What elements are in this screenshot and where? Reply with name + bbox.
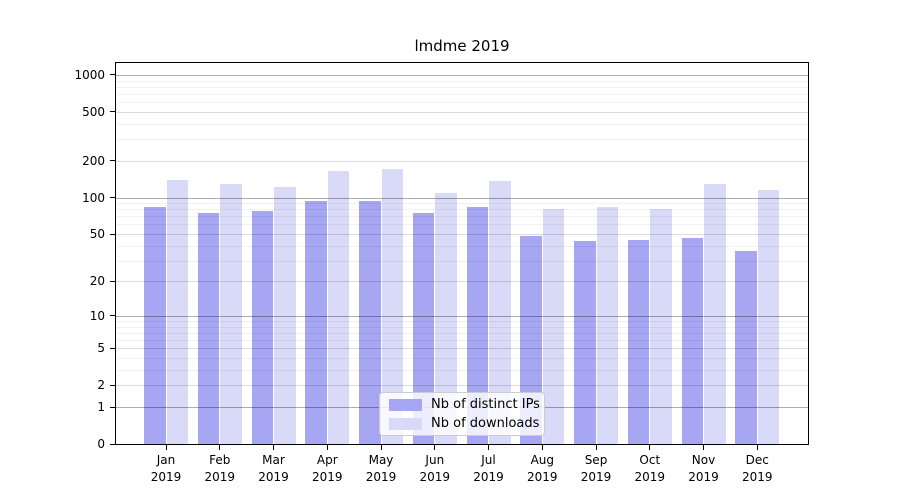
y-tick-10	[110, 315, 115, 317]
x-tick-sep	[595, 445, 597, 450]
bar-ips-jun	[412, 213, 435, 444]
y-tick-500	[110, 111, 115, 113]
x-tick-apr	[326, 445, 328, 450]
bar-ips-dec	[735, 251, 757, 444]
y-tick-label-50: 50	[89, 227, 105, 241]
bar-ips-jul	[466, 206, 488, 444]
x-tick-label-nov: Nov 2019	[688, 453, 719, 484]
y-tick-label-200: 200	[82, 153, 105, 168]
bar-ips-may	[359, 201, 381, 444]
y-tick-0	[110, 443, 115, 445]
x-tick-label-jul: Jul 2019	[473, 453, 504, 484]
x-tick-label-jan: Jan 2019	[150, 453, 182, 484]
y-tick-1000	[110, 74, 115, 76]
legend-row-downloads: Nb of downloads	[389, 416, 539, 431]
y-tick-50	[110, 233, 115, 235]
x-tick-jul	[488, 445, 489, 450]
y-tick-label-1000: 1000	[74, 67, 105, 82]
ips-series-swatch	[389, 398, 422, 411]
x-tick-label-apr: Apr 2019	[312, 453, 343, 484]
downloads-series-swatch	[389, 417, 422, 430]
bar-ips-mar	[251, 210, 273, 444]
y-tick-label-5: 5	[97, 341, 105, 356]
x-tick-label-aug: Aug 2019	[527, 453, 558, 484]
ips-series-label: Nb of distinct IPs	[431, 397, 540, 412]
bar-downloads-jul	[489, 181, 511, 444]
x-tick-mar	[273, 445, 274, 450]
bar-ips-nov	[681, 238, 703, 444]
y-tick-20	[110, 280, 115, 282]
y-tick-2	[110, 384, 115, 386]
bar-downloads-feb	[220, 184, 242, 444]
y-tick-100	[110, 197, 115, 198]
y-tick-label-1: 1	[97, 400, 105, 414]
bar-downloads-dec	[757, 189, 780, 444]
plot-area	[115, 62, 809, 445]
bar-downloads-jan	[166, 179, 188, 444]
x-tick-jun	[434, 445, 436, 450]
bar-downloads-may	[381, 169, 403, 444]
bar-downloads-nov	[704, 184, 726, 444]
bar-ips-oct	[627, 239, 650, 444]
bar-downloads-jun	[435, 193, 457, 444]
x-tick-label-oct: Oct 2019	[634, 453, 666, 484]
y-tick-label-100: 100	[82, 190, 105, 205]
x-tick-label-feb: Feb 2019	[204, 453, 236, 484]
x-tick-aug	[541, 445, 543, 450]
y-tick-label-20: 20	[89, 274, 105, 289]
x-tick-label-dec: Dec 2019	[742, 453, 773, 484]
x-tick-oct	[649, 445, 651, 450]
chart-title: lmdme 2019	[414, 37, 510, 55]
x-tick-dec	[756, 445, 758, 450]
x-tick-feb	[219, 445, 221, 450]
x-tick-label-may: May 2019	[365, 453, 397, 484]
bar-ips-feb	[197, 213, 220, 444]
x-tick-nov	[703, 445, 704, 450]
y-tick-label-10: 10	[89, 308, 105, 323]
bar-downloads-aug	[542, 208, 565, 444]
bar-ips-jan	[144, 206, 166, 444]
bar-ips-sep	[574, 240, 596, 444]
y-tick-label-500: 500	[82, 104, 105, 119]
downloads-series-label: Nb of downloads	[431, 416, 540, 431]
y-tick-label-0: 0	[97, 437, 105, 451]
legend: Nb of distinct IPs Nb of downloads	[379, 392, 545, 436]
x-tick-label-jun: Jun 2019	[419, 453, 451, 484]
x-tick-label-mar: Mar 2019	[258, 453, 289, 484]
x-tick-may	[380, 445, 382, 450]
x-tick-label-sep: Sep 2019	[580, 453, 612, 484]
y-tick-label-2: 2	[97, 378, 105, 393]
y-tick-200	[110, 160, 115, 162]
bar-downloads-mar	[274, 186, 296, 444]
bar-downloads-apr	[327, 171, 350, 444]
y-tick-1	[110, 406, 115, 408]
bar-downloads-sep	[596, 207, 618, 444]
x-tick-jan	[165, 445, 167, 450]
y-tick-5	[110, 347, 115, 349]
bar-ips-apr	[305, 201, 327, 444]
bar-downloads-oct	[650, 209, 672, 444]
bars-layer	[116, 63, 808, 444]
legend-row-ips: Nb of distinct IPs	[389, 397, 540, 412]
